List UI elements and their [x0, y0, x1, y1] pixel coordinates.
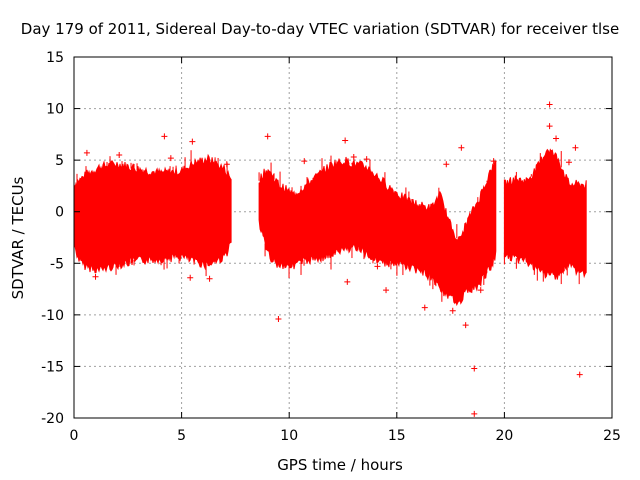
outlier-point: [206, 275, 213, 282]
y-tick-label: 10: [46, 102, 64, 118]
outlier-point: [471, 365, 478, 372]
x-tick-label: 25: [603, 428, 621, 444]
y-tick-label: -5: [50, 256, 64, 272]
outlier-point: [546, 101, 553, 108]
x-tick-label: 20: [495, 428, 513, 444]
outlier-point: [449, 307, 456, 314]
x-tick-label: 5: [177, 428, 186, 444]
outlier-point: [342, 137, 349, 144]
outlier-point: [116, 151, 123, 158]
y-tick-label: 15: [46, 50, 64, 66]
y-tick-label: -15: [41, 359, 64, 375]
outlier-point: [565, 159, 572, 166]
outlier-point: [350, 154, 357, 161]
outlier-point: [363, 156, 370, 163]
x-axis-ticks: 0 5 10 15 20 25: [70, 57, 621, 444]
outlier-point: [167, 155, 174, 162]
outlier-point: [462, 322, 469, 329]
outlier-point: [223, 161, 230, 168]
outlier-point: [477, 287, 484, 294]
outlier-point: [189, 138, 196, 145]
data-band: [503, 148, 587, 280]
outlier-point: [553, 135, 560, 142]
chart-title: Day 179 of 2011, Sidereal Day-to-day VTE…: [20, 20, 620, 38]
outlier-point: [572, 144, 579, 151]
outlier-point: [301, 158, 308, 165]
outlier-point: [187, 274, 194, 281]
outlier-point: [421, 304, 428, 311]
x-tick-label: 15: [388, 428, 406, 444]
y-tick-label: 5: [55, 153, 64, 169]
outlier-point: [471, 410, 478, 417]
outlier-point: [264, 133, 271, 140]
outlier-point: [576, 371, 583, 378]
outlier-point: [344, 278, 351, 285]
outlier-point: [92, 273, 99, 280]
y-tick-label: -10: [41, 308, 64, 324]
outlier-point: [118, 260, 125, 267]
outlier-point: [458, 144, 465, 151]
outlier-point: [275, 315, 282, 322]
outlier-point: [161, 133, 168, 140]
outlier-point: [443, 161, 450, 168]
plot-frame: [73, 56, 613, 419]
y-tick-label: -20: [41, 411, 64, 427]
outlier-point: [546, 123, 553, 130]
y-axis-ticks: -20 -15 -10 -5 0 5 10 15: [41, 50, 612, 427]
data-bands: [73, 148, 587, 307]
outlier-point: [490, 158, 497, 165]
data-band: [258, 156, 497, 307]
outlier-points: [83, 101, 583, 417]
outlier-point: [383, 287, 390, 294]
x-tick-label: 0: [70, 428, 79, 444]
y-tick-label: 0: [55, 205, 64, 221]
x-axis-label: GPS time / hours: [277, 456, 403, 474]
data-band: [73, 153, 232, 274]
outlier-point: [374, 263, 381, 270]
outlier-point: [83, 149, 90, 156]
x-tick-label: 10: [280, 428, 298, 444]
